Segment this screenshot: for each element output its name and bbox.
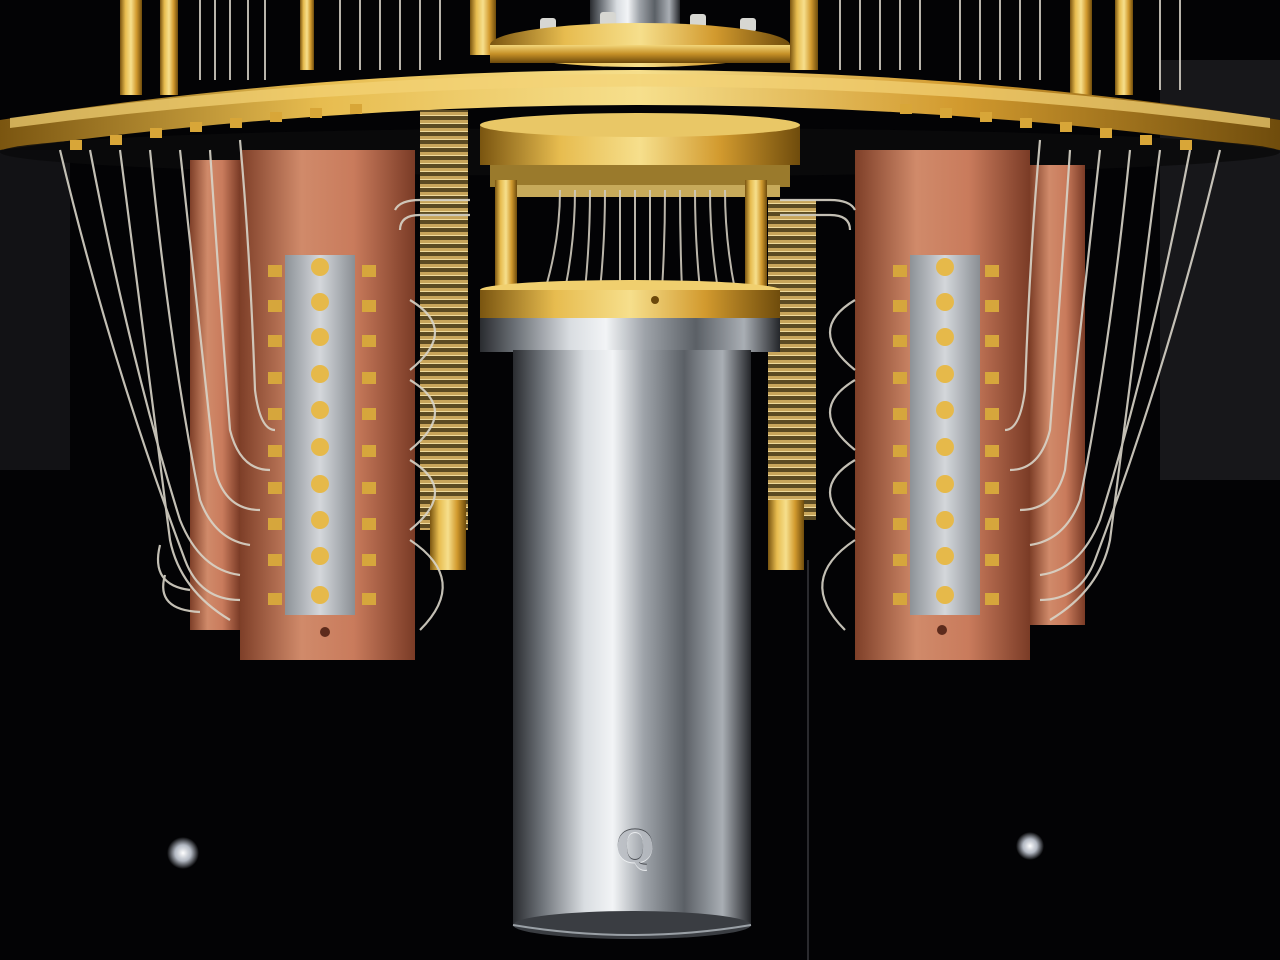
right-connectors [936,258,954,604]
spotlight-right [1016,832,1044,860]
plate-connectors [70,104,1192,150]
top-rods [120,0,1133,95]
center-cable-bundle [544,189,736,291]
top-nuts [540,12,756,32]
right-cable-loops [780,139,1222,631]
bellows-left [420,110,468,530]
left-side-connectors [268,265,376,605]
lower-gold-ring [480,290,780,318]
bellows-right [768,200,816,520]
gold-rod-mid-right [745,180,767,300]
right-side-connectors [893,265,999,605]
top-cables [199,0,1181,90]
left-cable-loops [58,139,470,631]
right-copper-back [1030,165,1085,625]
gold-rod-right [768,500,804,570]
background-left-reflection [0,150,70,470]
gold-rod-left [430,500,466,570]
steel-cylinder-bottom-edge [512,924,752,936]
steel-cylinder [513,350,751,925]
gold-rod-mid-left [495,180,517,300]
left-copper-assembly [190,150,415,660]
upper-gold-disc-rim [490,45,790,63]
left-connectors [311,258,329,604]
main-gold-plate-face [10,74,1270,128]
spotlight-left [167,837,199,869]
lower-steel-ring [480,318,780,352]
cylinder-engraving: Q [615,822,655,873]
right-copper-assembly [855,150,1085,660]
center-flange-band [490,165,790,187]
